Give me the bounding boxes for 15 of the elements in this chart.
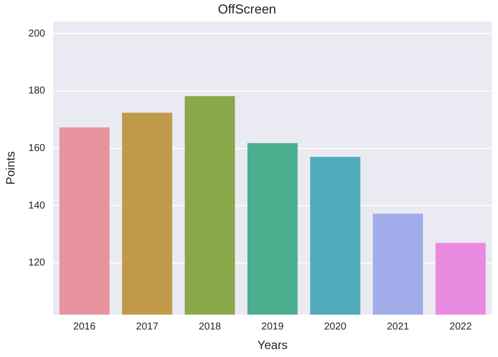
x-tick-label: 2016: [73, 321, 96, 332]
x-tick-label: 2021: [386, 321, 410, 332]
x-tick-label: 2019: [261, 321, 284, 332]
x-tick-label: 2022: [450, 321, 472, 332]
y-tick-label: 200: [28, 28, 46, 40]
y-tick-label: 120: [28, 258, 46, 269]
y-axis-title: Points: [4, 151, 18, 185]
y-tick-label: 140: [28, 200, 46, 212]
x-tick-label: 2018: [198, 321, 222, 332]
x-axis-title: Years: [257, 338, 288, 352]
y-tick-label: 180: [28, 86, 46, 97]
chart-title: OffScreen: [218, 1, 276, 16]
x-tick-label: 2020: [324, 321, 347, 332]
y-tick-label: 160: [28, 143, 46, 154]
x-tick-label: 2017: [136, 321, 159, 332]
